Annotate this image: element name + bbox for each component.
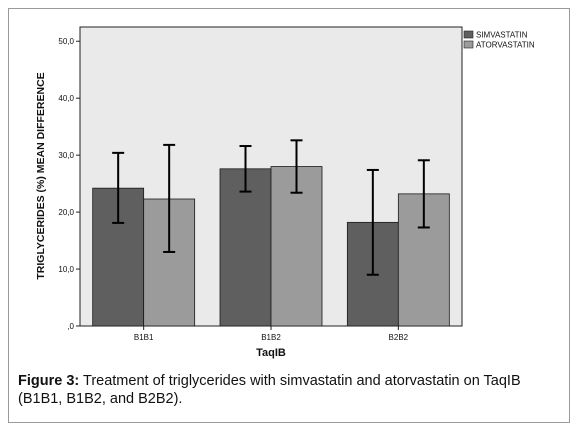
error-bars <box>112 139 430 276</box>
legend-label-simvastatin: SIMVASTATIN <box>476 31 528 40</box>
x-tick-label: B1B1 <box>134 333 154 342</box>
legend-label-atorvastatin: ATORVASTATIN <box>476 41 535 50</box>
x-tick-label: B2B2 <box>389 333 409 342</box>
y-axis: ,0 10,0 20,0 30,0 40,0 50,0 <box>58 37 80 331</box>
y-tick-label: 30,0 <box>58 151 74 160</box>
legend-swatch-atorvastatin <box>463 40 474 49</box>
legend: SIMVASTATIN ATORVASTATIN <box>463 30 535 50</box>
y-tick-label: 40,0 <box>58 94 74 103</box>
caption-label: Figure 3: <box>18 373 80 389</box>
x-axis-label: TaqIB <box>256 347 286 359</box>
y-tick-label: 20,0 <box>58 208 74 217</box>
y-tick-label: 10,0 <box>58 265 74 274</box>
y-tick-label: 50,0 <box>58 37 74 46</box>
bar-simvastatin-b1b2 <box>219 168 272 327</box>
caption-text: Treatment of triglycerides with simvasta… <box>18 373 521 407</box>
figure-caption: Figure 3: Treatment of triglycerides wit… <box>18 372 563 408</box>
x-tick-label: B1B2 <box>261 333 281 342</box>
y-tick-label: ,0 <box>67 322 74 331</box>
y-axis-label: TRIGLYCERIDES (%) MEAN DIFFERENCE <box>35 72 47 279</box>
legend-swatch-simvastatin <box>463 30 474 39</box>
x-axis: B1B1 B1B2 B2B2 <box>134 326 409 342</box>
